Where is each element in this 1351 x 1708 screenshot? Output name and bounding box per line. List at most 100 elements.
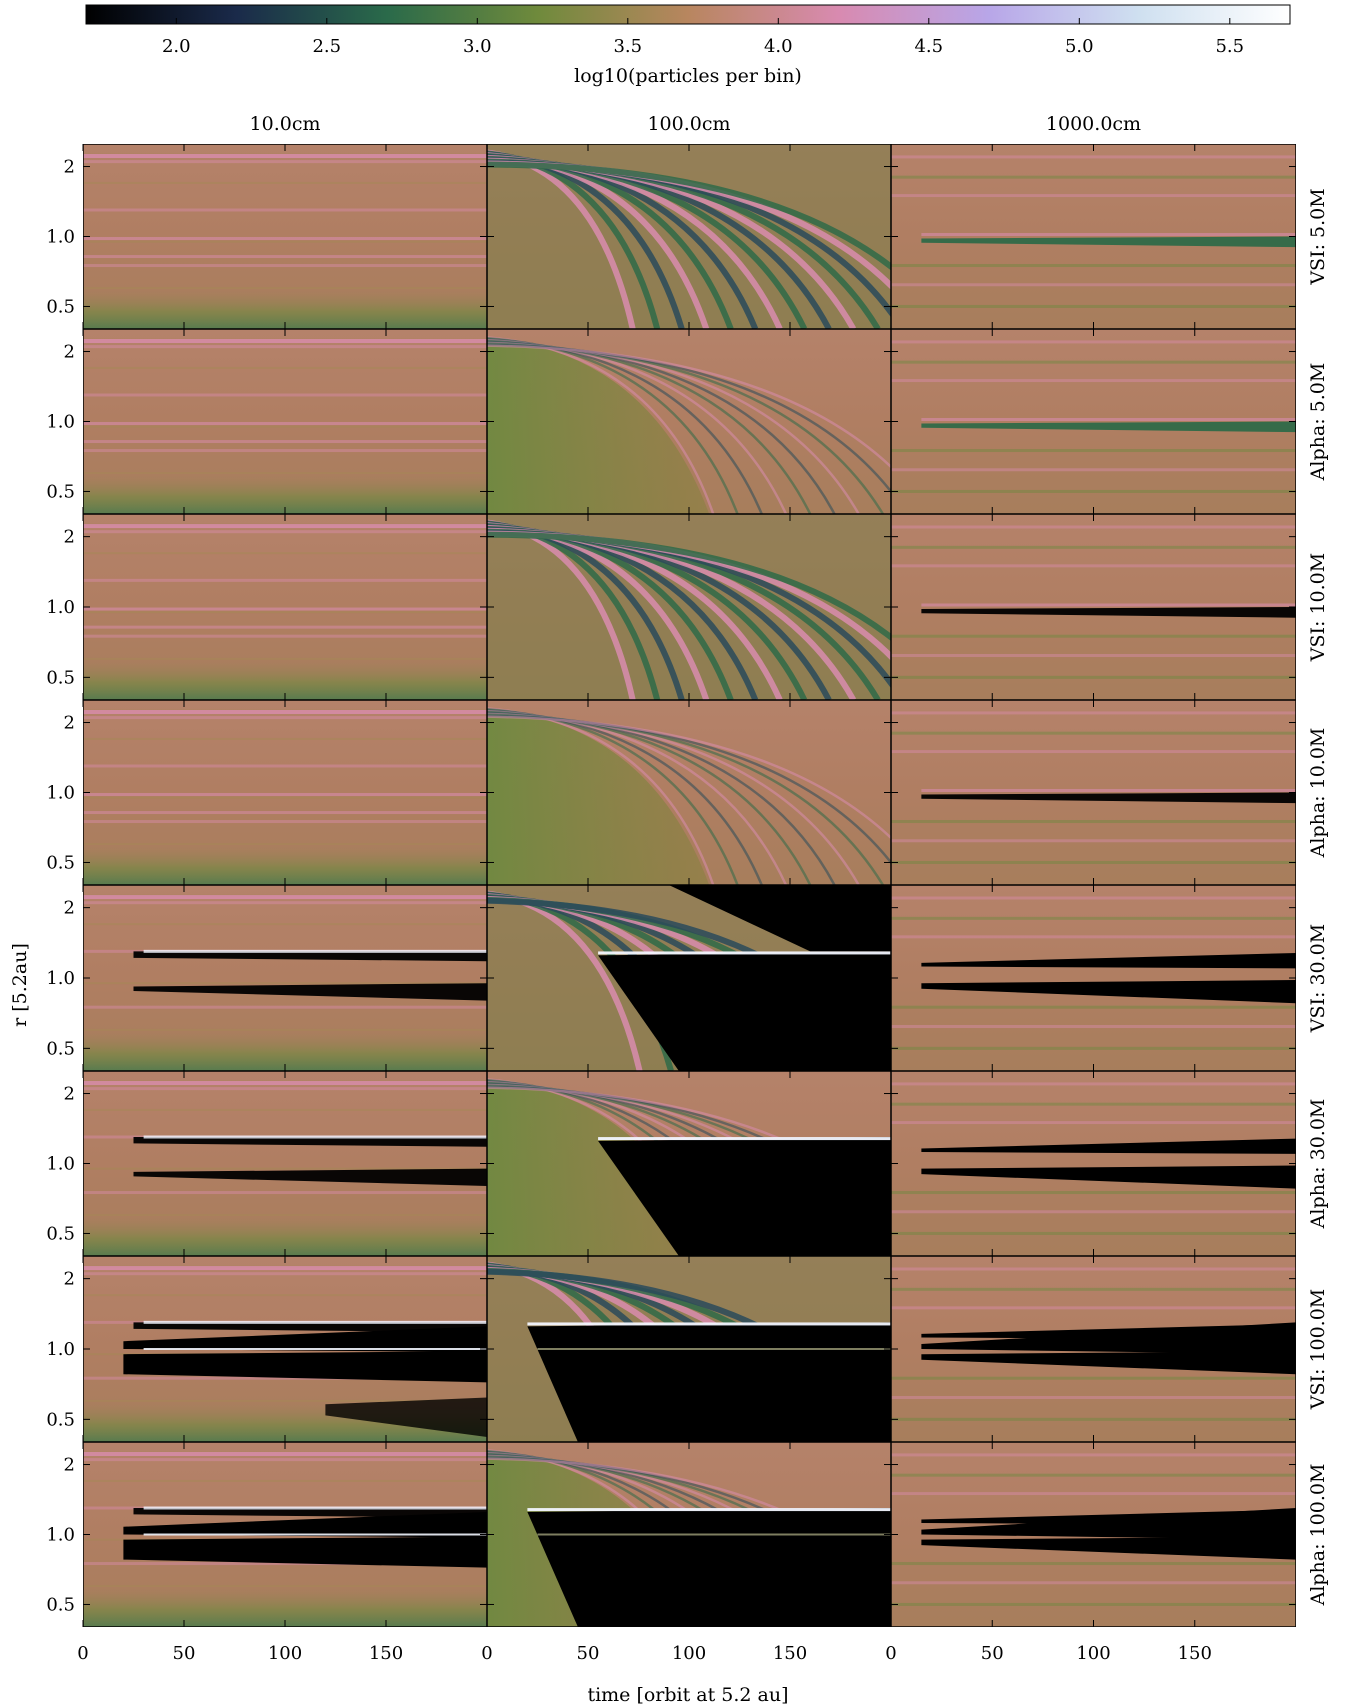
density-band [143,1533,487,1536]
density-band [891,731,1296,735]
density-band [891,1121,1296,1125]
gap-region [598,1137,891,1256]
density-band [891,1231,1296,1235]
density-band [891,155,1296,159]
spiral-streak [487,344,891,469]
heatmap-panel [891,329,1296,514]
density-band [83,1191,487,1195]
density-band [921,603,1296,607]
axes: 0.5 1.0 2 0.5 1.0 2 0.5 1.0 2 0.5 1.0 2 0.5 1.0 2 0.5 1.… [46,144,1296,1664]
density-band [83,240,487,243]
panel-background [891,514,1296,700]
green-wedge [487,708,710,885]
x-tick-label: 150 [773,1643,807,1664]
density-band [143,1506,487,1510]
inner-disk-green [83,1582,487,1627]
row-label: VSI: 100.0M [1307,1289,1329,1411]
density-band [83,1458,487,1462]
density-band [83,160,487,164]
density-band [83,1294,487,1297]
density-band [143,1320,487,1324]
density-band [891,1602,1296,1606]
density-band [83,181,487,184]
density-band [83,524,487,529]
density-band [921,789,1296,793]
x-tick-label: 100 [1076,1643,1110,1664]
spiral-streak [487,161,891,271]
row-label: Alpha: 100.0M [1307,1464,1329,1607]
heatmap-panel [487,514,891,700]
density-band [891,175,1296,179]
density-band [891,820,1296,824]
gap-region [133,1508,487,1518]
heatmap-panel [891,1256,1296,1442]
density-band [891,1005,1296,1009]
spiral-streak [487,1457,891,1582]
row-label: Alpha: 5.0M [1307,363,1329,482]
row-label: VSI: 30.0M [1307,924,1329,1033]
density-band [83,895,487,900]
density-band [891,545,1296,549]
density-band [143,1135,487,1139]
density-band [83,716,487,720]
density-band [83,366,487,369]
density-band [83,901,487,905]
gap-region [598,951,891,1071]
panel-background [891,700,1296,885]
density-band [83,425,487,428]
density-band [83,1087,487,1091]
heatmap-panel [83,329,487,514]
density-band [891,283,1296,287]
density-band [537,1348,891,1350]
y-tick-label: 0.5 [46,1038,75,1059]
gap-region [123,1536,487,1568]
heatmap-panel [487,329,891,514]
density-band [83,208,487,212]
y-tick-label: 0.5 [46,1409,75,1430]
y-tick-label: 2 [64,1084,75,1105]
density-band [891,340,1296,344]
density-band [83,607,487,611]
density-band [83,440,487,444]
density-band [891,1376,1296,1380]
density-band [891,564,1296,568]
gap-region [133,1168,487,1187]
density-band [83,153,487,158]
row-labels: VSI: 5.0M Alpha: 5.0M VSI: 10.0M Alpha: 10.… [1307,188,1329,1606]
y-tick-label: 1.0 [46,1525,75,1546]
density-band [83,338,487,343]
panel-background [891,885,1296,1071]
row-label: Alpha: 10.0M [1307,728,1329,859]
gap-region [921,1508,1296,1540]
x-tick-label: 50 [577,1643,600,1664]
density-band [891,750,1296,754]
y-tick-label: 2 [64,1455,75,1476]
panel-background [891,144,1296,329]
density-band [83,820,487,824]
density-band [83,764,487,768]
density-band [891,1267,1296,1271]
y-tick-label: 1.0 [46,783,75,804]
colorbar-tick-label: 2.5 [312,36,341,57]
density-band [891,896,1296,900]
density-band [891,1492,1296,1496]
density-band [83,1451,487,1456]
density-band [891,1191,1296,1195]
heatmap-panel [83,885,487,1071]
spiral-streak [487,531,891,642]
density-band [527,1508,891,1512]
density-band [83,449,487,453]
y-tick-label: 1.0 [46,412,75,433]
gap-region [921,952,1296,969]
density-band [891,1046,1296,1050]
density-band [143,949,487,953]
y-tick-label: 2 [64,342,75,363]
density-band [891,1473,1296,1477]
gap-region [133,983,487,1001]
column-title: 1000.0cm [1046,113,1141,135]
density-band [891,379,1296,383]
density-band [83,578,487,582]
y-tick-label: 2 [64,713,75,734]
gap-region [921,980,1296,1004]
spiral-streak [487,715,891,840]
